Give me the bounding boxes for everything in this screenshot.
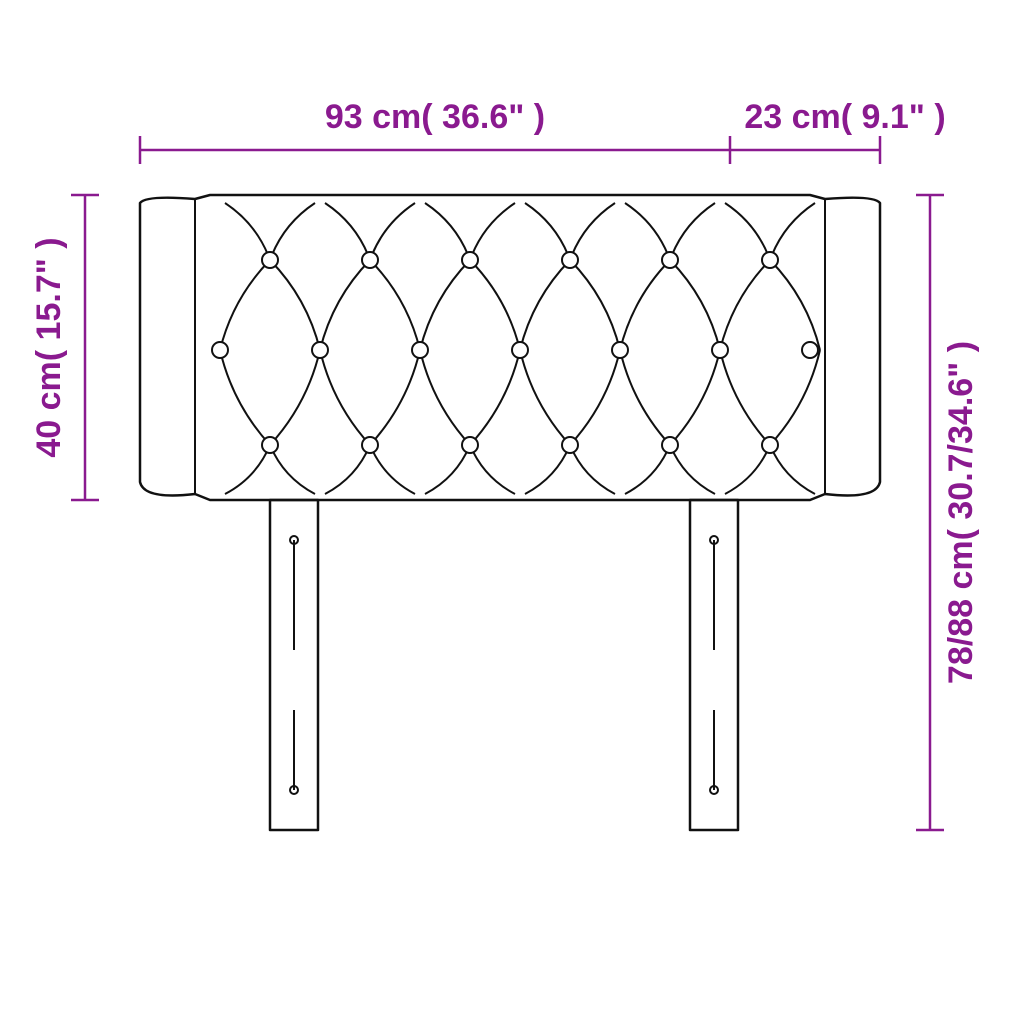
tuft-crease: [320, 350, 370, 445]
tuft-crease: [770, 203, 815, 260]
tuft-button: [312, 342, 328, 358]
tuft-button: [262, 252, 278, 268]
tuft-crease: [470, 260, 520, 350]
tuft-crease: [420, 260, 470, 350]
dim-total-height-label: 78/88 cm( 30.7/34.6" ): [942, 341, 980, 684]
tuft-crease: [225, 203, 270, 260]
tuft-crease: [470, 203, 515, 260]
tuft-button: [462, 437, 478, 453]
tuft-crease: [770, 350, 820, 445]
tuft-button: [512, 342, 528, 358]
tuft-crease: [720, 260, 770, 350]
tuft-crease: [370, 260, 420, 350]
tuft-crease: [670, 350, 720, 445]
tuft-crease: [620, 260, 670, 350]
tuft-crease: [220, 260, 270, 350]
tuft-crease: [325, 203, 370, 260]
tuft-crease: [570, 203, 615, 260]
tuft-button: [262, 437, 278, 453]
tuft-button: [362, 252, 378, 268]
dim-panel-height-label: 40 cm( 15.7" ): [30, 237, 68, 457]
tuft-crease: [270, 350, 320, 445]
tuft-crease: [725, 445, 770, 494]
tuft-crease: [625, 203, 670, 260]
tuft-crease: [620, 350, 670, 445]
tuft-button: [362, 437, 378, 453]
tuft-button: [412, 342, 428, 358]
tuft-button: [762, 252, 778, 268]
headboard-outline: [140, 195, 880, 500]
tuft-crease: [425, 445, 470, 494]
tuft-crease: [470, 350, 520, 445]
tuft-crease: [670, 203, 715, 260]
tuft-crease: [720, 350, 770, 445]
tuft-crease: [420, 350, 470, 445]
tuft-crease: [470, 445, 515, 494]
tuft-crease: [370, 350, 420, 445]
tuft-crease: [425, 203, 470, 260]
tuft-crease: [270, 203, 315, 260]
tuft-crease: [670, 260, 720, 350]
tuft-crease: [670, 445, 715, 494]
tuft-crease: [325, 445, 370, 494]
tuft-button: [212, 342, 228, 358]
dim-depth-label: 23 cm( 9.1" ): [744, 98, 945, 136]
tuft-crease: [625, 445, 670, 494]
tuft-button: [762, 437, 778, 453]
tuft-crease: [570, 445, 615, 494]
dim-width-label: 93 cm( 36.6" ): [325, 98, 545, 136]
tuft-button: [662, 437, 678, 453]
tuft-crease: [525, 203, 570, 260]
tuft-crease: [570, 350, 620, 445]
tuft-crease: [525, 445, 570, 494]
tuft-crease: [370, 445, 415, 494]
tuft-crease: [520, 260, 570, 350]
tuft-crease: [270, 445, 315, 494]
tuft-crease: [220, 350, 270, 445]
tuft-crease: [370, 203, 415, 260]
tuft-crease: [725, 203, 770, 260]
tuft-crease: [770, 260, 820, 350]
tuft-crease: [320, 260, 370, 350]
tuft-button: [802, 342, 818, 358]
tuft-button: [562, 252, 578, 268]
tuft-button: [562, 437, 578, 453]
tuft-button: [662, 252, 678, 268]
tuft-crease: [520, 350, 570, 445]
tuft-crease: [770, 445, 815, 494]
tuft-button: [462, 252, 478, 268]
tuft-button: [712, 342, 728, 358]
tuft-crease: [270, 260, 320, 350]
tuft-button: [612, 342, 628, 358]
tuft-crease: [225, 445, 270, 494]
tuft-crease: [570, 260, 620, 350]
